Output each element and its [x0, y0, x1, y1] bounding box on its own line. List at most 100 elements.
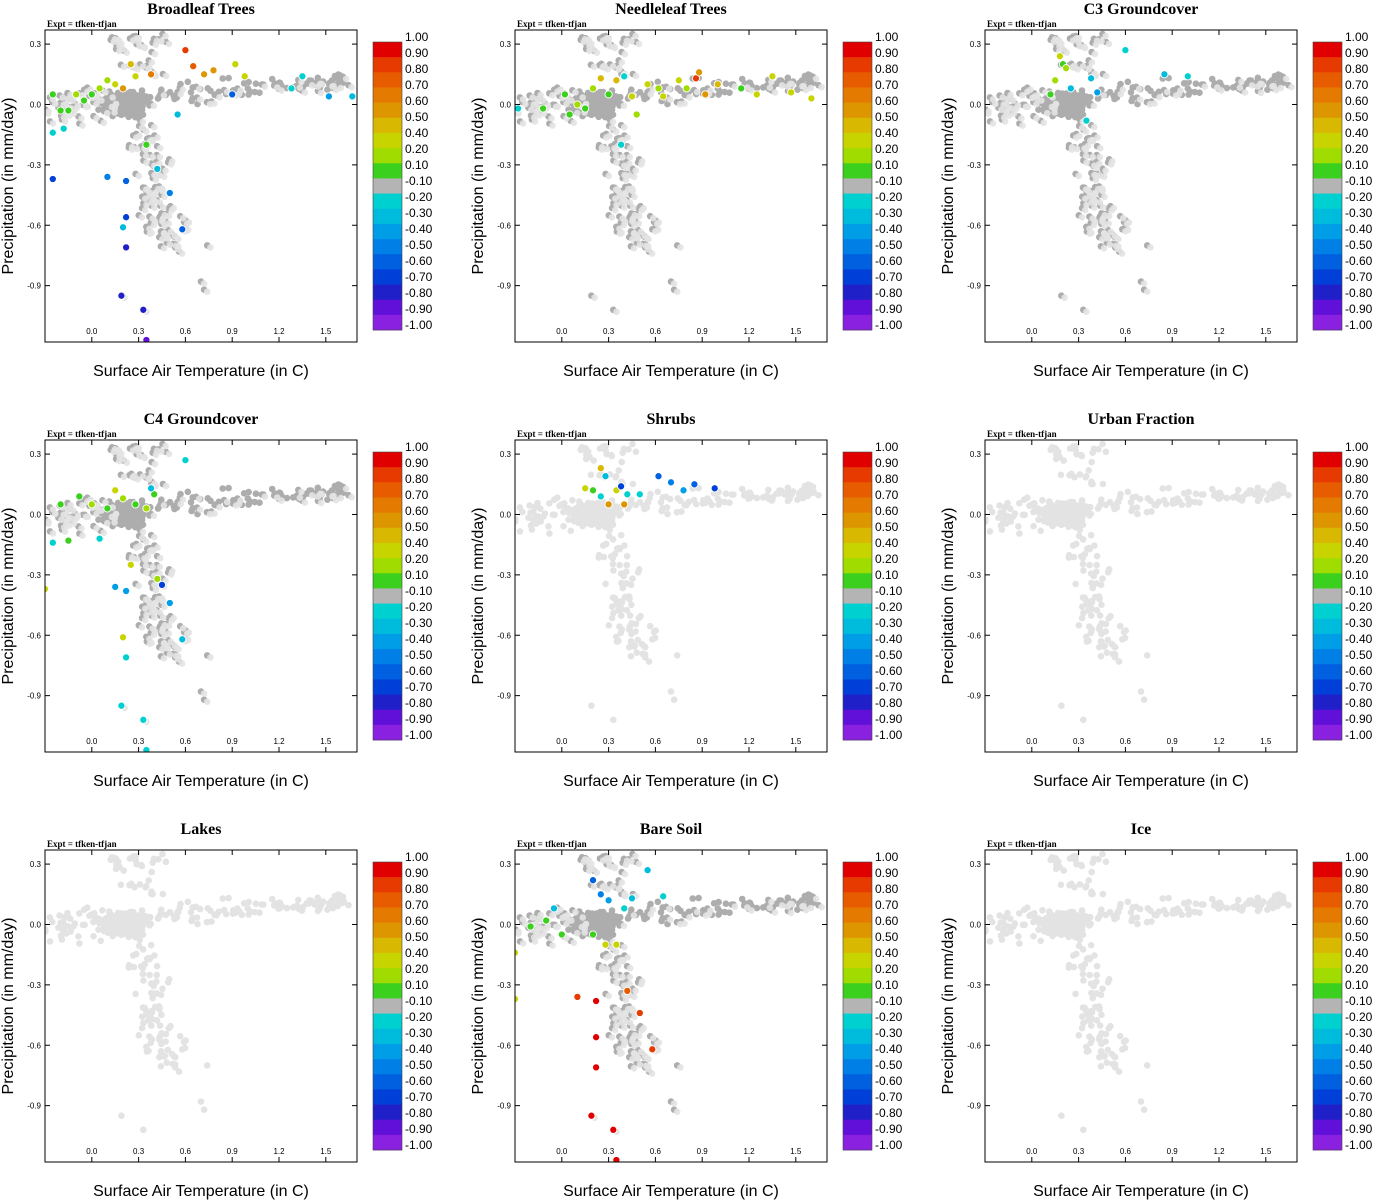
- missing-point: [621, 50, 629, 58]
- missing-point: [568, 97, 575, 104]
- background-point: [1233, 492, 1241, 499]
- missing-point: [195, 85, 203, 93]
- background-point: [582, 455, 590, 463]
- background-point: [1080, 567, 1087, 574]
- missing-point: [150, 631, 158, 639]
- missing-point: [647, 90, 654, 98]
- missing-point: [261, 83, 269, 90]
- missing-point: [1078, 214, 1086, 221]
- background-point: [1196, 89, 1203, 96]
- missing-point: [156, 554, 164, 562]
- background-point: [1147, 87, 1154, 95]
- colorbar-swatch: [1313, 117, 1342, 134]
- missing-point: [632, 167, 639, 174]
- missing-point: [147, 547, 154, 554]
- missing-point: [151, 460, 159, 468]
- missing-point: [104, 109, 111, 117]
- background-point: [602, 442, 609, 450]
- missing-point: [301, 89, 309, 96]
- missing-point: [605, 34, 613, 42]
- missing-point: [109, 94, 116, 101]
- missing-point: [586, 47, 593, 55]
- colorbar-swatch: [1313, 254, 1342, 270]
- missing-point: [138, 534, 146, 542]
- missing-point: [636, 241, 644, 248]
- background-point: [1079, 554, 1086, 562]
- missing-point: [131, 472, 138, 480]
- missing-point: [135, 582, 142, 590]
- missing-point: [572, 89, 579, 96]
- missing-point: [609, 118, 617, 126]
- background-point: [1079, 521, 1087, 528]
- x-tick-label: 0.3: [603, 327, 615, 336]
- missing-point: [278, 497, 285, 504]
- background-point: [1085, 467, 1092, 474]
- background-point: [1072, 580, 1079, 588]
- missing-point: [149, 215, 156, 222]
- missing-point: [156, 172, 164, 179]
- missing-point: [169, 158, 176, 165]
- colorbar-swatch: [843, 724, 872, 741]
- colorbar-label: 0.40: [875, 536, 899, 550]
- data-point: [87, 500, 96, 509]
- background-point: [283, 494, 291, 502]
- colorbar-swatch: [373, 223, 402, 240]
- background-point: [610, 609, 617, 617]
- colorbar-swatch: [1313, 223, 1342, 240]
- y-tick-label: 0.3: [500, 40, 512, 49]
- missing-point: [166, 651, 174, 658]
- background-point: [1196, 499, 1203, 506]
- missing-point: [314, 493, 322, 500]
- background-point: [1030, 508, 1037, 516]
- background-point: [985, 516, 989, 523]
- colorbar-label: 0.70: [1345, 78, 1369, 92]
- missing-point: [174, 246, 182, 253]
- missing-point: [1044, 109, 1051, 117]
- background-point: [138, 91, 146, 98]
- background-point: [1184, 85, 1192, 92]
- colorbar-label: -0.60: [405, 664, 433, 678]
- background-point: [1153, 502, 1160, 509]
- y-axis-label: Precipitation (in mm/day): [940, 98, 957, 275]
- background-point: [1078, 91, 1086, 98]
- background-point: [245, 91, 252, 98]
- missing-point: [156, 609, 164, 616]
- colorbar-swatch: [373, 633, 402, 650]
- missing-point: [612, 146, 620, 154]
- colorbar-label: 0.60: [875, 94, 899, 108]
- missing-point: [1010, 97, 1017, 104]
- colorbar-swatch: [373, 284, 402, 301]
- missing-point: [549, 122, 556, 129]
- colorbar-swatch: [843, 87, 872, 104]
- background-point: [715, 501, 722, 508]
- data-point: [131, 72, 140, 81]
- background-point: [605, 622, 613, 629]
- x-tick-label: 1.2: [273, 737, 285, 746]
- background-point: [578, 444, 586, 451]
- colorbar-swatch: [373, 452, 402, 468]
- background-point: [796, 491, 803, 498]
- colorbar-swatch: [373, 724, 402, 741]
- missing-point: [120, 63, 128, 71]
- colorbar-swatch: [843, 664, 872, 680]
- background-point: [763, 492, 771, 499]
- background-point: [768, 497, 776, 504]
- experiment-label: Expt = tfken-tfjan: [517, 429, 587, 439]
- colorbar-label: 0.90: [875, 456, 899, 470]
- data-point: [752, 90, 761, 99]
- background-point: [1068, 108, 1076, 116]
- missing-point: [784, 83, 792, 90]
- colorbar-label: -0.20: [1345, 190, 1373, 204]
- background-point: [1099, 440, 1106, 448]
- data-point: [573, 100, 582, 109]
- missing-point: [146, 640, 154, 647]
- panel-title: C4 Groundcover: [144, 411, 259, 428]
- missing-point: [164, 644, 172, 652]
- data-point: [95, 84, 104, 93]
- background-point: [207, 497, 214, 505]
- background-point: [623, 561, 630, 569]
- missing-point: [1257, 89, 1265, 97]
- y-tick-label: -0.6: [497, 221, 511, 230]
- missing-point: [1120, 214, 1127, 222]
